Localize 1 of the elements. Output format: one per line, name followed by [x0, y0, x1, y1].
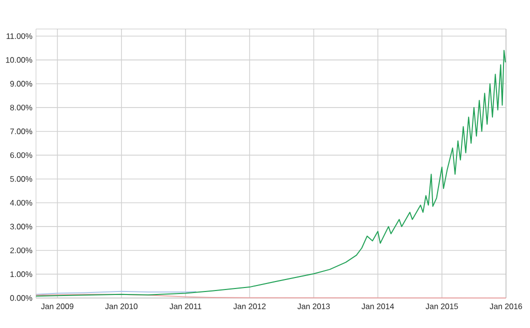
- line-series: [36, 50, 506, 297]
